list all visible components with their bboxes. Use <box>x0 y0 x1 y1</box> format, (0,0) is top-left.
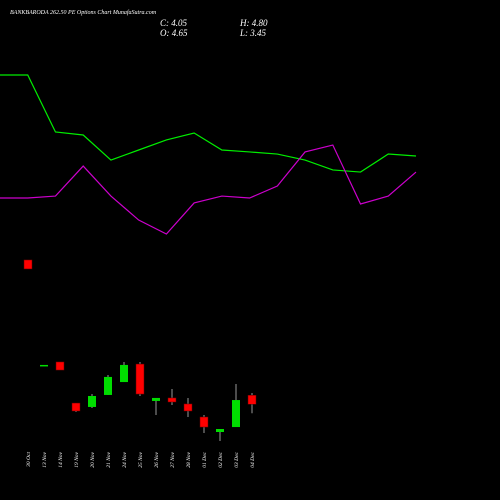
x-tick-label: 01 Dec <box>202 451 208 467</box>
candle-body <box>183 403 193 412</box>
high-text: H: 4.80 <box>239 18 268 28</box>
x-tick-label: 27 Nov <box>170 451 176 467</box>
candle-body <box>167 397 177 403</box>
close-text: C: 4.05 <box>160 18 188 28</box>
x-tick-label: 03 Dec <box>234 451 240 467</box>
candle-body <box>232 400 240 428</box>
candle-body <box>135 363 145 395</box>
x-tick-label: 21 Nov <box>106 451 112 467</box>
candle-body <box>104 376 112 395</box>
candle-body <box>55 361 65 371</box>
candle-body <box>23 259 33 270</box>
x-tick-label: 04 Dec <box>249 451 256 467</box>
chart-title: BANKBARODA 262.50 PE Options Chart Munaf… <box>10 9 157 16</box>
x-tick-label: 13 Nov <box>42 451 48 467</box>
x-tick-label: 02 Dec <box>218 451 224 467</box>
x-tick-label: 14 Nov <box>57 451 64 467</box>
x-tick-label: 28 Nov <box>186 451 192 467</box>
low-text: L: 3.45 <box>239 28 267 38</box>
candle-body <box>199 416 209 428</box>
x-tick-label: 19 Nov <box>74 451 80 467</box>
overlay-line <box>0 144 417 235</box>
overlay-line <box>0 74 417 173</box>
candle-body <box>40 364 48 367</box>
candle-body <box>216 429 224 432</box>
candle-body <box>152 397 160 401</box>
candle-body <box>120 364 128 383</box>
x-tick-label: 26 Nov <box>154 451 160 467</box>
candle-body <box>71 402 81 412</box>
candle-body <box>247 395 257 405</box>
x-tick-label: 20 Nov <box>90 451 96 467</box>
candle-body <box>88 396 96 407</box>
x-tick-label: 24 Nov <box>121 451 128 467</box>
open-text: O: 4.65 <box>160 28 188 38</box>
x-tick-label: 25 Nov <box>138 451 144 467</box>
x-tick-label: 30 Oct <box>26 452 32 468</box>
